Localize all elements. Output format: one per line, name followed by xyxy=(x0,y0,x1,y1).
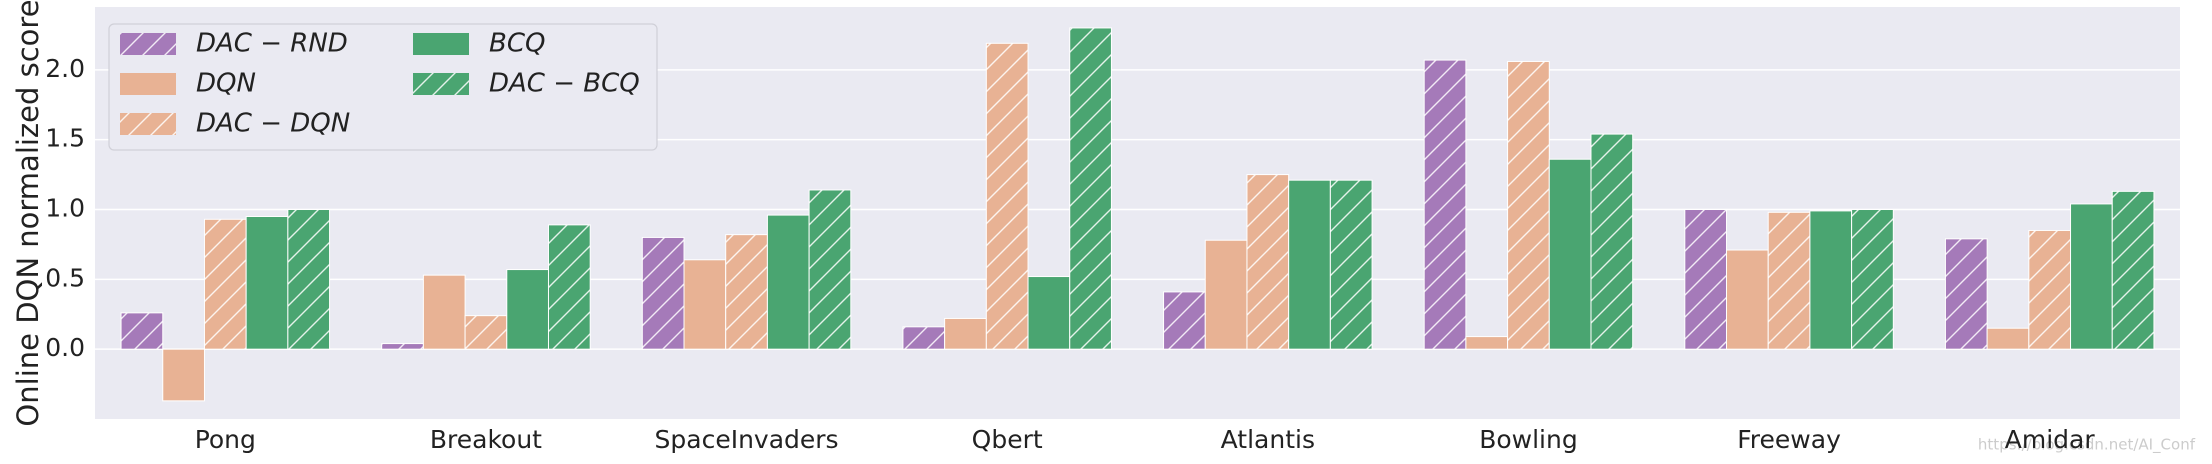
y-tick-label: 0.0 xyxy=(45,333,85,362)
bar xyxy=(506,269,549,350)
bar xyxy=(1204,239,1248,350)
y-axis-label: Online DQN normalized score xyxy=(11,0,45,427)
bar xyxy=(464,315,508,350)
x-tick-label: Pong xyxy=(195,425,256,454)
bar xyxy=(944,317,987,350)
legend-label: DAC − RND xyxy=(196,29,348,59)
bar xyxy=(808,189,852,350)
legend-swatch xyxy=(120,73,176,95)
bar xyxy=(725,234,768,350)
bar xyxy=(2111,190,2155,350)
bar xyxy=(1069,27,1112,350)
watermark: https://blog.csdn.net/AI_Conf xyxy=(1978,436,2196,455)
bar xyxy=(1851,209,1894,350)
x-tick-label: Qbert xyxy=(972,425,1043,454)
bar xyxy=(1809,210,1853,350)
bar xyxy=(766,214,810,350)
bar xyxy=(902,326,946,350)
bar xyxy=(422,274,466,350)
x-tick-label: Atlantis xyxy=(1221,425,1315,454)
bar xyxy=(381,343,424,350)
bar xyxy=(203,218,247,350)
bar xyxy=(1548,158,1592,350)
legend-swatch xyxy=(413,33,469,55)
legend-label: DQN xyxy=(196,69,256,99)
y-tick-label: 1.0 xyxy=(45,194,85,223)
bar xyxy=(1726,249,1769,350)
bar xyxy=(2028,229,2072,350)
bar xyxy=(683,259,727,350)
y-tick-label: 0.5 xyxy=(45,263,85,292)
bar xyxy=(1163,291,1206,350)
legend-label: BCQ xyxy=(489,29,545,59)
bar xyxy=(245,215,289,350)
x-tick-label: Bowling xyxy=(1479,425,1578,454)
bar xyxy=(1767,211,1811,350)
bar xyxy=(1329,179,1373,350)
y-tick-label: 2.0 xyxy=(45,54,85,83)
bar xyxy=(1684,209,1728,350)
y-tick-label: 1.5 xyxy=(45,124,85,153)
bar xyxy=(1423,59,1467,350)
bar xyxy=(1986,327,2030,350)
bar xyxy=(1507,60,1550,350)
bar xyxy=(287,209,331,350)
bar xyxy=(162,348,205,402)
legend-box xyxy=(108,23,658,151)
x-tick-label: SpaceInvaders xyxy=(655,425,839,454)
bar xyxy=(547,224,591,350)
legend-swatch xyxy=(120,113,176,135)
x-tick-label: Freeway xyxy=(1737,425,1841,454)
bar xyxy=(641,236,685,350)
legend-label: DAC − BCQ xyxy=(489,69,640,99)
bar xyxy=(1027,276,1071,350)
bar xyxy=(1288,179,1331,350)
bar xyxy=(1944,238,1988,350)
bar xyxy=(985,42,1029,350)
bar xyxy=(1246,174,1290,350)
bar xyxy=(2070,203,2113,350)
bar xyxy=(120,312,164,350)
bar xyxy=(1465,336,1509,350)
legend-swatch xyxy=(413,73,469,95)
x-tick-label: Amidar xyxy=(2005,425,2096,454)
bar xyxy=(1590,133,1634,350)
x-tick-label: Breakout xyxy=(430,425,542,454)
legend-label: DAC − DQN xyxy=(196,109,350,139)
legend-swatch xyxy=(120,33,176,55)
